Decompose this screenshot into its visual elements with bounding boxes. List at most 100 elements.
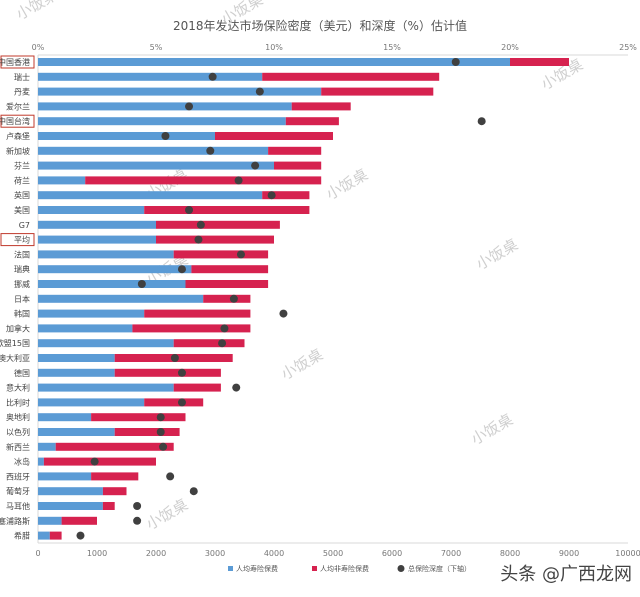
category-highlight-box: [0, 114, 35, 128]
bottom-tick-label: 0: [35, 549, 40, 558]
bar-nonlife-premium: [91, 472, 139, 481]
bar-life-premium: [38, 398, 145, 407]
bar-life-premium: [38, 176, 86, 185]
watermark-text: 小饭桌: [143, 495, 191, 533]
legend-swatch-nonlife: [312, 566, 317, 571]
bar-life-premium: [38, 250, 174, 259]
legend-label-life: 人均寿险保费: [236, 564, 278, 573]
bar-nonlife-premium: [274, 161, 322, 170]
bar-nonlife-premium: [85, 176, 322, 185]
top-tick-label: 10%: [265, 43, 283, 52]
bottom-tick-label: 7000: [441, 549, 461, 558]
category-label: 法国: [14, 249, 30, 259]
bar-life-premium: [38, 368, 115, 377]
category-label: 新加坡: [6, 146, 30, 156]
depth-dot: [76, 531, 85, 540]
bar-nonlife-premium: [510, 58, 569, 66]
bar-life-premium: [38, 206, 145, 214]
depth-dot: [451, 58, 460, 66]
bar-nonlife-premium: [132, 324, 251, 333]
bar-nonlife-premium: [114, 368, 221, 377]
depth-dot: [234, 176, 243, 185]
bar-life-premium: [38, 87, 322, 96]
legend-label-depth: 总保险深度（下轴）: [408, 564, 471, 573]
depth-dots: [76, 58, 486, 540]
depth-dot: [206, 146, 215, 155]
bar-life-premium: [38, 191, 263, 200]
depth-dot: [279, 309, 288, 318]
depth-dot: [177, 265, 186, 274]
bar-nonlife-premium: [91, 413, 186, 422]
bar-life-premium: [38, 442, 56, 451]
depth-dot: [194, 235, 203, 244]
bottom-tick-label: 10000: [615, 549, 640, 558]
bottom-tick-label: 8000: [500, 549, 520, 558]
chart-title: 2018年发达市场保险密度（美元）和深度（%）估计值: [173, 18, 467, 33]
bar-life-premium: [38, 502, 103, 510]
depth-dot: [133, 516, 142, 525]
category-label: 日本: [14, 294, 30, 304]
category-label: 比利时: [6, 397, 30, 407]
depth-dot: [156, 413, 165, 422]
category-label: 芬兰: [14, 161, 30, 171]
depth-dot: [166, 472, 175, 481]
bar-nonlife-premium: [215, 132, 333, 140]
category-label: 卢森堡: [6, 131, 30, 141]
bar-life-premium: [38, 428, 115, 436]
watermark-text: 小饭桌: [323, 165, 371, 203]
depth-dot: [159, 442, 168, 451]
category-label: 欧盟15国: [0, 338, 30, 348]
legend-swatch-life: [228, 566, 233, 571]
bar-nonlife-premium: [61, 516, 97, 525]
bar-nonlife-premium: [262, 191, 310, 200]
bar-nonlife-premium: [185, 280, 269, 288]
bottom-tick-label: 1000: [87, 549, 107, 558]
depth-dot: [161, 132, 170, 140]
category-label: 平均: [14, 235, 30, 245]
category-label: 马耳他: [6, 501, 30, 511]
depth-dot: [133, 502, 142, 510]
bottom-tick-label: 3000: [205, 549, 225, 558]
category-label: 美国: [14, 205, 30, 215]
bottom-tick-label: 4000: [264, 549, 284, 558]
bar-nonlife-premium: [173, 250, 269, 259]
bar-life-premium: [38, 472, 92, 481]
branding-text: 头条 @广西龙网: [500, 564, 632, 585]
category-label: 德国: [14, 368, 30, 378]
top-tick-label: 25%: [619, 43, 637, 52]
category-label: 挪威: [14, 279, 30, 289]
bar-nonlife-premium: [43, 457, 156, 466]
bar-life-premium: [38, 531, 50, 540]
bar-nonlife-premium: [144, 398, 204, 407]
bar-nonlife-premium: [156, 235, 274, 244]
depth-dot: [196, 220, 205, 229]
bottom-tick-label: 2000: [146, 549, 166, 558]
category-highlight-box: [0, 233, 35, 247]
depth-dot: [477, 117, 486, 126]
category-label: 奥地利: [6, 412, 30, 422]
bar-life-premium: [38, 294, 204, 303]
depth-dot: [137, 280, 146, 288]
depth-dot: [251, 161, 260, 170]
bar-nonlife-premium: [321, 87, 434, 96]
bar-life-premium: [38, 220, 156, 229]
bar-nonlife-premium: [144, 309, 251, 318]
bottom-tick-label: 5000: [323, 549, 343, 558]
bar-life-premium: [38, 516, 62, 525]
category-label: 英国: [14, 190, 30, 200]
category-label: 韩国: [14, 309, 30, 319]
bar-nonlife-premium: [144, 206, 310, 214]
legend: 人均寿险保费 人均非寿险保费 总保险深度（下轴）: [228, 564, 471, 573]
category-label: 爱尔兰: [6, 101, 30, 111]
bar-life-premium: [38, 58, 510, 66]
depth-dot: [218, 339, 227, 348]
category-label: 葡萄牙: [6, 486, 30, 496]
depth-dot: [185, 206, 194, 214]
bar-nonlife-premium: [102, 487, 127, 496]
category-label: 加拿大: [6, 323, 30, 333]
category-highlight-box: [0, 55, 35, 69]
watermark-text: 小饭桌: [468, 410, 516, 448]
category-label: 冰岛: [14, 457, 30, 467]
category-label: 意大利: [6, 383, 30, 393]
